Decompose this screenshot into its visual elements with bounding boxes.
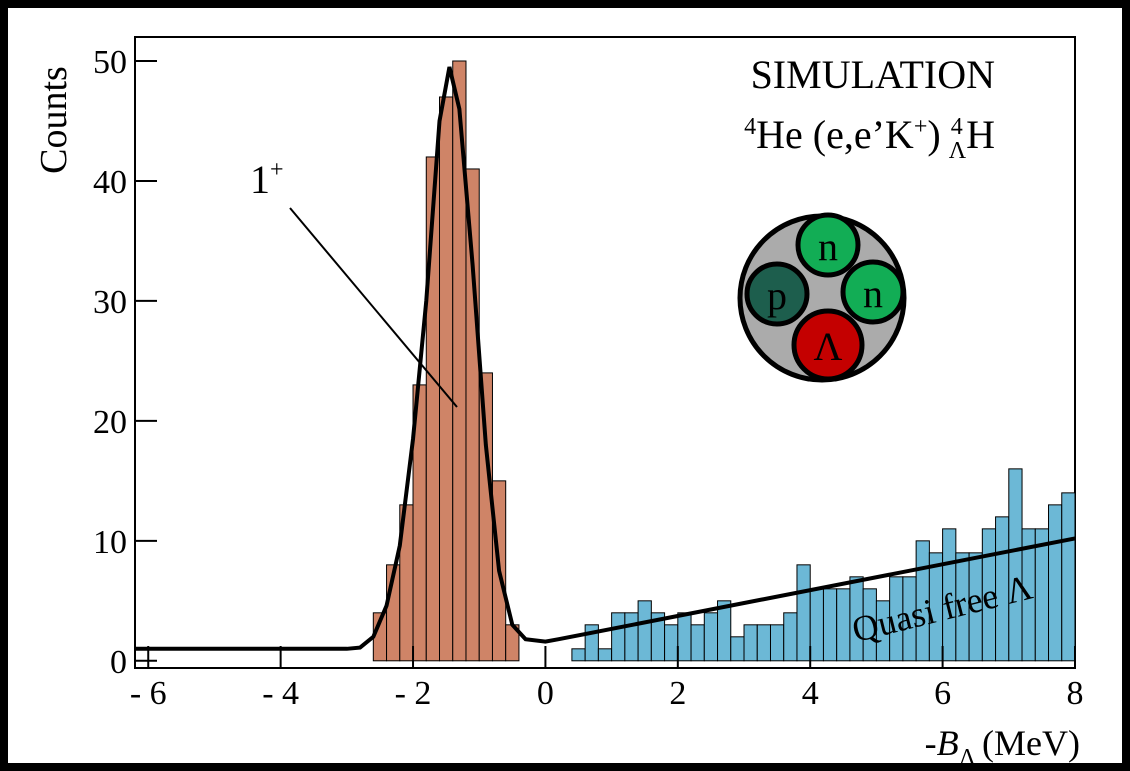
- peak-label: 1+: [250, 157, 284, 202]
- histogram-bar: [478, 372, 493, 662]
- histogram-bar: [717, 600, 732, 662]
- nucleon-label: p: [767, 273, 787, 318]
- histogram-bar: [769, 624, 785, 662]
- histogram-bar: [703, 612, 719, 662]
- x-tick-label: 2: [669, 675, 686, 712]
- x-label-prefix: -: [925, 723, 937, 763]
- y-axis-label: Counts: [33, 66, 75, 174]
- reaction-close: ): [927, 112, 950, 157]
- histogram-bar: [796, 564, 811, 662]
- x-axis-label: -BΛ (MeV): [925, 723, 1080, 771]
- x-tick-label: 6: [934, 675, 951, 712]
- reaction-product: H: [966, 112, 995, 157]
- histogram-bar: [1048, 504, 1063, 662]
- reaction: 4He (e,e’K+) 4 ΛH: [744, 112, 995, 164]
- x-tick-label: - 2: [395, 675, 432, 712]
- y-tick-label: 30: [93, 284, 127, 321]
- histogram-bar: [624, 612, 639, 662]
- neutron: [795, 212, 861, 278]
- histogram-bar: [1034, 528, 1050, 662]
- x-tick-label: 0: [537, 675, 554, 712]
- histogram-bar: [611, 612, 626, 662]
- neutron: [840, 259, 906, 325]
- histogram-bar: [690, 624, 705, 662]
- nucleon-label: Λ: [813, 324, 842, 369]
- histogram-bar: [677, 612, 692, 662]
- y-tick-label: 40: [93, 164, 127, 201]
- nucleus: n p n Λ: [737, 212, 907, 383]
- nucleon-label: n: [863, 271, 883, 316]
- peak-label-base: 1: [250, 157, 270, 202]
- histogram-bar: [664, 624, 679, 662]
- x-tick-label: - 4: [262, 675, 299, 712]
- peak-label-sup: +: [270, 157, 284, 183]
- reaction-mass: 4: [951, 114, 963, 140]
- histogram-bar: [439, 96, 454, 662]
- x-label-symbol: B: [937, 723, 959, 763]
- histogram-bar: [756, 624, 771, 662]
- histogram-bar: [809, 588, 824, 662]
- histogram-bar: [637, 600, 652, 662]
- proton: [744, 261, 810, 327]
- chart-title: SIMULATION: [751, 52, 995, 97]
- x-tick-label: 4: [802, 675, 819, 712]
- peak-pointer: [289, 207, 458, 408]
- histogram-bar: [1061, 492, 1076, 662]
- x-label-unit: (MeV): [982, 723, 1080, 763]
- x-label-sub: Λ: [959, 745, 977, 771]
- y-tick-label: 20: [93, 404, 127, 441]
- fit-curve: [135, 66, 1076, 651]
- reaction-sub: Λ: [949, 138, 967, 164]
- histogram-bar: [571, 648, 586, 662]
- nucleon-label: n: [818, 224, 838, 269]
- histogram-bar: [597, 648, 613, 662]
- y-tick-label: 0: [110, 644, 127, 681]
- histogram-bar: [822, 588, 838, 662]
- y-tick-label: 50: [93, 44, 127, 81]
- marks: [135, 60, 1076, 662]
- histogram-bar: [730, 636, 745, 662]
- histogram-bar: [743, 624, 758, 662]
- lambda: [791, 308, 865, 382]
- x-tick-label: - 6: [130, 675, 167, 712]
- histogram-bar: [1008, 468, 1023, 662]
- reaction-charge: +: [914, 114, 928, 140]
- x-tick-label: 8: [1067, 675, 1084, 712]
- y-tick-label: 10: [93, 524, 127, 561]
- histogram-bar: [783, 612, 798, 662]
- reaction-target: He (e,e’K: [756, 112, 914, 157]
- histogram-bar: [836, 588, 851, 662]
- reaction-mass: 4: [744, 114, 756, 140]
